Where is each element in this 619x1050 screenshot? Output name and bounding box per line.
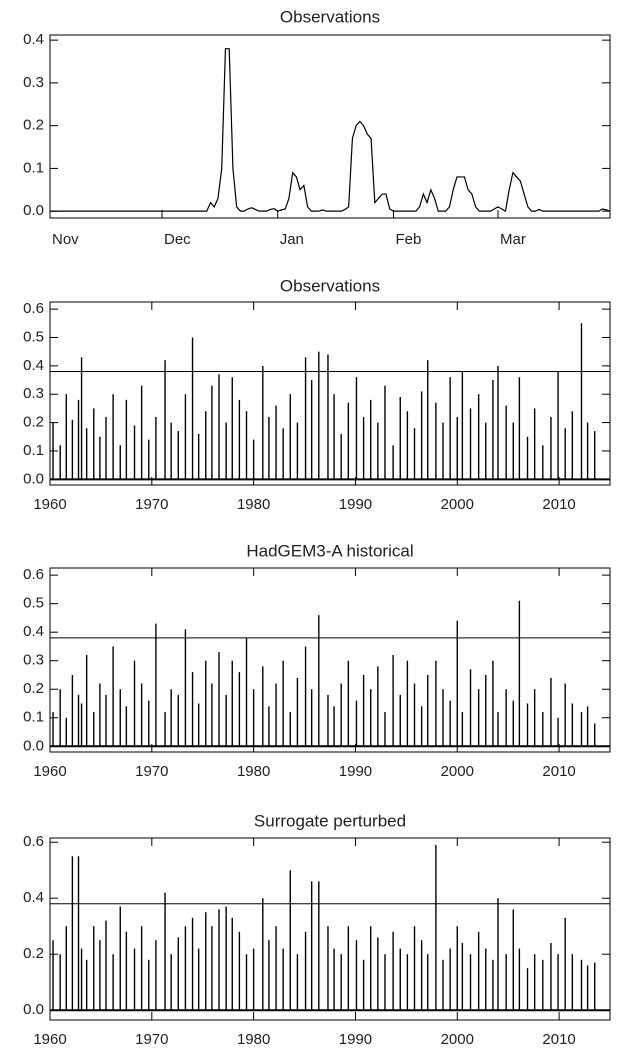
x-tick-label: 2010 (542, 763, 575, 780)
data-line (50, 48, 611, 213)
panel-title: Observations (280, 7, 380, 26)
plot-frame (49, 837, 611, 1021)
y-tick-label: 0.4 (23, 623, 44, 640)
plot-frame (49, 34, 611, 219)
panel-title: HadGEM3-A historical (246, 541, 413, 560)
y-tick-label: 0.3 (23, 74, 44, 91)
x-tick-label: 1970 (135, 763, 168, 780)
y-tick-label: 0.1 (23, 159, 44, 176)
x-tick-label: 1990 (339, 1031, 372, 1048)
y-tick-label: 0.6 (23, 300, 44, 317)
x-tick-label: 1990 (339, 496, 372, 513)
x-tick-label: 1970 (135, 496, 168, 513)
y-tick-label: 0.1 (23, 709, 44, 726)
x-tick-label: Jan (280, 231, 304, 248)
x-tick-label: Nov (52, 231, 79, 248)
y-tick-label: 0.6 (23, 566, 44, 583)
x-tick-label: 1980 (237, 763, 270, 780)
x-tick-label: Mar (500, 231, 526, 248)
y-tick-label: 0.4 (23, 357, 44, 374)
y-tick-label: 0.3 (23, 385, 44, 402)
y-tick-label: 0.4 (23, 31, 44, 48)
x-tick-label: 2000 (441, 763, 474, 780)
panel-title: Surrogate perturbed (254, 811, 406, 830)
y-tick-label: 0.2 (23, 680, 44, 697)
y-tick-label: 0.2 (23, 414, 44, 431)
y-tick-label: 0.3 (23, 652, 44, 669)
x-tick-label: 2000 (441, 1031, 474, 1048)
x-tick-label: Dec (164, 231, 191, 248)
y-tick-label: 0.5 (23, 595, 44, 612)
y-tick-label: 0.0 (23, 470, 44, 487)
y-tick-label: 0.5 (23, 328, 44, 345)
panel-title: Observations (280, 276, 380, 295)
y-tick-label: 0.4 (23, 889, 44, 906)
y-tick-label: 0.1 (23, 442, 44, 459)
y-tick-label: 0.2 (23, 117, 44, 134)
y-tick-label: 0.0 (23, 737, 44, 754)
y-tick-label: 0.0 (23, 202, 44, 219)
x-tick-label: 2010 (542, 496, 575, 513)
x-tick-label: 1960 (33, 763, 66, 780)
y-tick-label: 0.0 (23, 1001, 44, 1018)
x-tick-label: 1990 (339, 763, 372, 780)
x-tick-label: 1980 (237, 496, 270, 513)
y-tick-label: 0.6 (23, 833, 44, 850)
x-tick-label: 1980 (237, 1031, 270, 1048)
plot-frame (49, 567, 611, 753)
x-tick-label: 2000 (441, 496, 474, 513)
x-tick-label: 1960 (33, 1031, 66, 1048)
plot-frame (49, 301, 611, 486)
x-tick-label: 2010 (542, 1031, 575, 1048)
x-tick-label: 1960 (33, 496, 66, 513)
x-tick-label: Feb (395, 231, 421, 248)
y-tick-label: 0.2 (23, 945, 44, 962)
x-tick-label: 1970 (135, 1031, 168, 1048)
